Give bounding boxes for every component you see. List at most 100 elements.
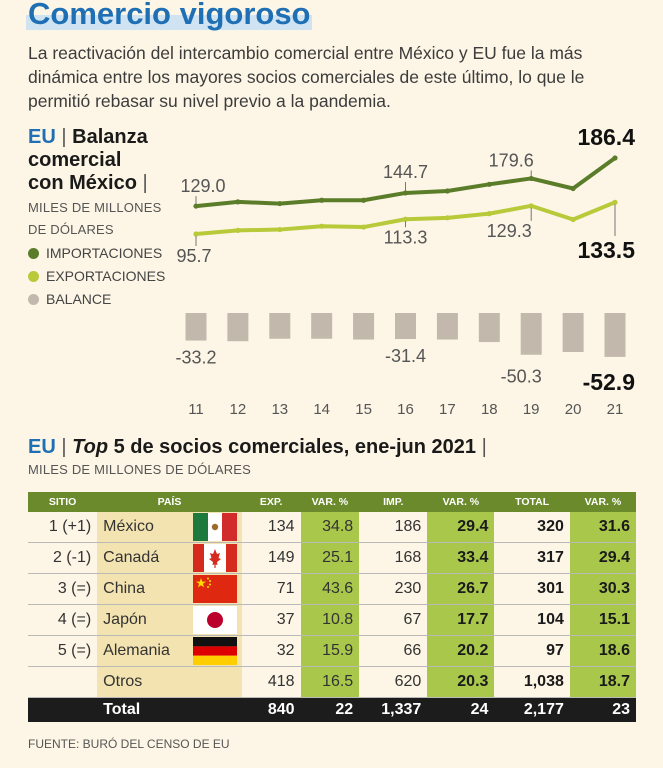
- section2-eu: EU: [28, 436, 56, 458]
- row-imp: 66: [359, 635, 428, 667]
- series-point: [612, 199, 618, 205]
- section2-units: MILES DE MILLONES DE DÓLARES: [28, 462, 252, 477]
- x-axis-ticks: 11 12 13 14 15 16 17 18 19 20 21: [188, 401, 623, 418]
- row-var-imp: 20.3: [427, 666, 495, 698]
- data-label: -31.4: [385, 346, 426, 366]
- balance-bar: [185, 313, 207, 341]
- series-point: [612, 155, 618, 161]
- row-var-exp: 43.6: [300, 573, 360, 605]
- total-var-exp: 22: [300, 697, 360, 722]
- row-exp: 134: [241, 512, 301, 543]
- row-country: Canadá: [97, 542, 188, 574]
- table-row: 5 (=) Alemania 32 15.9 66 20.2 97 18.6: [28, 635, 636, 667]
- row-imp: 168: [359, 542, 428, 574]
- balance-bar: [269, 313, 291, 339]
- series-point: [361, 197, 367, 203]
- col-total: TOTAL: [494, 492, 570, 512]
- data-label: 95.7: [176, 246, 211, 266]
- col-imp: IMP.: [359, 492, 428, 512]
- series-point: [528, 203, 534, 209]
- china-flag-cell: [187, 573, 242, 605]
- series-point: [277, 226, 283, 233]
- legend-dot-exports: [28, 271, 39, 282]
- series-point: [570, 185, 576, 192]
- x-tick-label: 11: [188, 401, 204, 418]
- series-point: [277, 200, 283, 207]
- series-point: [402, 216, 409, 222]
- x-tick-label: 20: [565, 401, 582, 418]
- section1-eu: EU: [28, 126, 56, 148]
- row-imp: 186: [359, 512, 428, 543]
- total-exp: 840: [241, 697, 301, 722]
- series-point: [319, 223, 325, 229]
- row-rank: 3 (=): [28, 573, 98, 605]
- row-rank: [28, 666, 98, 698]
- row-var-imp: 29.4: [427, 512, 495, 543]
- series-point: [486, 181, 492, 187]
- row-total: 301: [494, 573, 570, 605]
- series-point: [235, 227, 241, 233]
- trade-balance-chart: 129.0 144.7 179.6 186.4 95.7 113.3 129.3 133.5 -…: [175, 124, 635, 418]
- series-point: [193, 231, 199, 237]
- row-var-exp: 34.8: [300, 512, 360, 543]
- x-tick-label: 18: [481, 401, 498, 418]
- col-exp: EXP.: [241, 492, 301, 512]
- japan-flag-icon: [192, 606, 237, 634]
- row-total: 1,038: [494, 666, 570, 698]
- row-total: 320: [494, 512, 570, 543]
- row-var-exp: 10.8: [300, 604, 360, 636]
- x-tick-label: 19: [523, 401, 540, 418]
- table-row: 2 (-1) Canadá 149 25.1 168 33.4 317 29.4: [28, 542, 636, 574]
- row-total: 104: [494, 604, 570, 636]
- data-label: -52.9: [583, 369, 635, 395]
- data-label: 144.7: [383, 162, 428, 182]
- legend-item-balance: BALANCE: [28, 291, 111, 307]
- section1-title-line1: Balanza: [72, 126, 148, 148]
- row-total: 97: [494, 635, 570, 667]
- data-label: -33.2: [175, 348, 216, 368]
- legend-label-exports: EXPORTACIONES: [46, 268, 166, 284]
- germany-flag-icon: [192, 637, 237, 665]
- total-total: 2,177: [494, 697, 570, 722]
- section1-units-line2: DE DÓLARES: [28, 222, 114, 237]
- total-label: Total: [97, 697, 242, 722]
- total-var-tot: 23: [569, 697, 636, 722]
- series-point: [361, 224, 367, 230]
- balance-bar: [353, 313, 375, 340]
- trade-lines: [193, 155, 618, 237]
- row-var-exp: 16.5: [300, 666, 360, 698]
- series-point: [319, 197, 325, 203]
- row-country: Japón: [97, 604, 188, 636]
- partners-table-wrap: SITIO PAÍS EXP. VAR. % IMP. VAR. % TOTAL…: [28, 492, 636, 722]
- row-country: Otros: [97, 666, 188, 698]
- row-exp: 149: [241, 542, 301, 574]
- section1-title: EU | Balanza comercial con México |: [28, 126, 148, 195]
- series-point: [570, 216, 576, 223]
- balance-bar: [311, 313, 333, 339]
- x-tick-label: 15: [355, 401, 372, 418]
- table-header-row: SITIO PAÍS EXP. VAR. % IMP. VAR. % TOTAL…: [28, 492, 636, 512]
- row-imp: 620: [359, 666, 428, 698]
- section2-title-top: Top: [72, 436, 109, 458]
- row-var-imp: 26.7: [427, 573, 495, 605]
- balance-bar: [520, 313, 542, 355]
- row-imp: 67: [359, 604, 428, 636]
- row-var-tot: 31.6: [569, 512, 636, 543]
- col-var-imp: VAR. %: [427, 492, 495, 512]
- section1-sep-end: |: [142, 172, 148, 194]
- intro-paragraph: La reactivación del intercambio comercia…: [28, 43, 585, 111]
- legend-label-balance: BALANCE: [46, 291, 112, 307]
- canada-flag-cell: [187, 542, 242, 574]
- legend-dot-imports: [28, 248, 39, 259]
- total-imp: 1,337: [359, 697, 428, 722]
- row-var-tot: 30.3: [569, 573, 636, 605]
- balance-bar: [604, 313, 626, 357]
- data-labels: 129.0 144.7 179.6 186.4 95.7 113.3 129.3 133.5 -…: [175, 124, 635, 395]
- japan-flag-cell: [187, 604, 242, 636]
- row-var-tot: 15.1: [569, 604, 636, 636]
- x-tick-label: 14: [313, 401, 330, 418]
- mexico-flag-icon: [192, 513, 237, 541]
- row-rank: 2 (-1): [28, 542, 98, 574]
- section2-sep-end: |: [481, 436, 487, 458]
- data-label: -50.3: [501, 367, 542, 387]
